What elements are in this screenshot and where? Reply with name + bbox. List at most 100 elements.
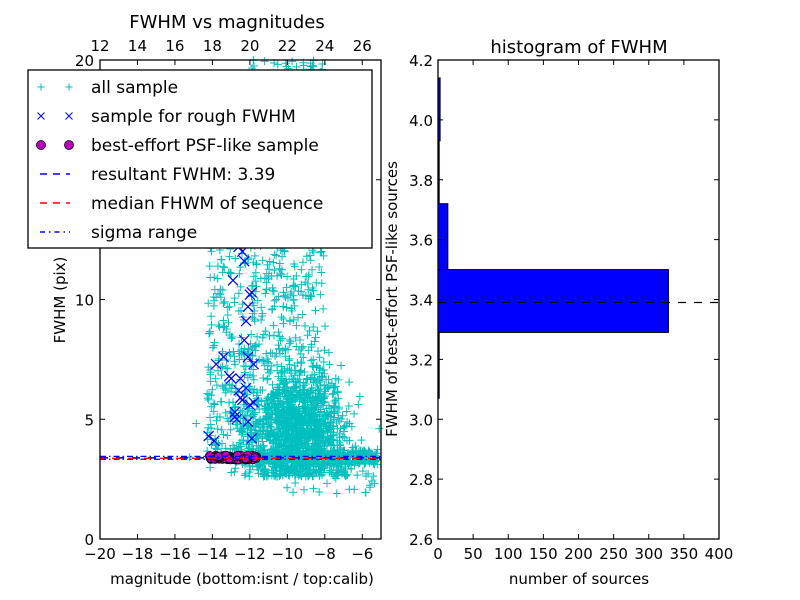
all-sample-point	[316, 429, 325, 438]
all-sample-point	[359, 449, 368, 458]
all-sample-point	[329, 407, 338, 416]
hist-x-tick-label: 0	[433, 545, 443, 563]
x-tick-label: −14	[197, 545, 229, 563]
all-sample-point	[306, 62, 315, 71]
circle-marker-icon	[36, 140, 46, 150]
top-x-tick-label: 20	[240, 37, 259, 55]
all-sample-point	[309, 323, 318, 332]
all-sample-point	[259, 330, 268, 339]
all-sample-point	[255, 430, 264, 439]
all-sample-point	[339, 466, 348, 475]
all-sample-point	[303, 441, 312, 450]
all-sample-point	[278, 334, 287, 343]
all-sample-point	[364, 447, 373, 456]
hist-x-tick-label: 250	[599, 545, 628, 563]
all-sample-point	[258, 333, 267, 342]
legend-entry: sigma range	[40, 223, 197, 243]
all-sample-point	[256, 386, 265, 395]
all-sample-point	[300, 485, 309, 494]
all-sample-point	[330, 472, 339, 481]
all-sample-point	[212, 416, 221, 425]
all-sample-point	[310, 440, 319, 449]
x-marker-icon	[37, 112, 45, 120]
all-sample-point	[344, 401, 353, 410]
all-sample-point	[291, 282, 300, 291]
legend-label: best-effort PSF-like sample	[91, 136, 319, 156]
all-sample-point	[347, 422, 356, 431]
all-sample-point	[263, 429, 272, 438]
all-sample-point	[279, 302, 288, 311]
all-sample-point	[274, 403, 283, 412]
reference-lines	[100, 455, 381, 460]
all-sample-point	[252, 434, 261, 443]
all-sample-point	[219, 384, 228, 393]
rough-sample-point	[225, 373, 237, 384]
hist-y-tick-label: 3.8	[409, 172, 433, 190]
all-sample-point	[317, 247, 326, 256]
all-sample-point	[264, 274, 273, 283]
all-sample-point	[287, 287, 296, 296]
all-sample-point	[302, 390, 311, 399]
all-sample-point	[246, 465, 255, 474]
legend-label: sigma range	[91, 223, 197, 243]
all-sample-point	[304, 432, 313, 441]
all-sample-point	[239, 362, 248, 371]
all-sample-point	[298, 450, 307, 459]
all-sample-point	[357, 436, 366, 445]
all-sample-point	[270, 266, 279, 275]
all-sample-point	[274, 411, 283, 420]
all-sample-point	[289, 488, 298, 497]
all-sample-point	[289, 377, 298, 386]
all-sample-point	[345, 485, 354, 494]
all-sample-point	[345, 378, 354, 387]
top-x-tick-label: 16	[165, 37, 184, 55]
all-sample-point	[283, 394, 292, 403]
all-sample-point	[307, 356, 316, 365]
x-tick-label: −8	[314, 545, 336, 563]
all-sample-point	[211, 374, 220, 383]
all-sample-point	[244, 344, 253, 353]
y-tick-label: 5	[84, 411, 94, 429]
all-sample-point	[300, 321, 309, 330]
all-sample-point	[207, 312, 216, 321]
all-sample-point	[275, 424, 284, 433]
all-sample-point	[283, 483, 292, 492]
all-sample-point	[275, 259, 284, 268]
all-sample-point	[271, 459, 280, 468]
all-sample-point	[329, 389, 338, 398]
hist-y-tick-label: 2.8	[409, 471, 433, 489]
all-sample-point	[227, 468, 236, 477]
all-sample-point	[207, 440, 216, 449]
scatter-ylabel: FWHM (pix)	[51, 257, 69, 344]
all-sample-point	[248, 281, 257, 290]
all-sample-point	[323, 433, 332, 442]
legend-label: all sample	[91, 78, 178, 98]
all-sample-point	[220, 297, 229, 306]
all-sample-point	[310, 427, 319, 436]
all-sample-point	[281, 352, 290, 361]
hist-x-tick-label: 300	[634, 545, 663, 563]
all-sample-point	[336, 440, 345, 449]
all-sample-point	[296, 378, 305, 387]
all-sample-point	[334, 375, 343, 384]
all-sample-point	[333, 408, 342, 417]
all-sample-point	[316, 290, 325, 299]
all-sample-point	[253, 332, 262, 341]
all-sample-point	[278, 388, 287, 397]
all-sample-point	[235, 439, 244, 448]
all-sample-point	[311, 333, 320, 342]
all-sample-point	[305, 326, 314, 335]
all-sample-point	[223, 303, 232, 312]
all-sample-point	[224, 318, 233, 327]
all-sample-point	[329, 428, 338, 437]
all-sample-point	[250, 251, 259, 260]
all-sample-point	[270, 296, 279, 305]
all-sample-point	[314, 386, 323, 395]
all-sample-point	[231, 402, 240, 411]
all-sample-point	[230, 294, 239, 303]
all-sample-point	[279, 398, 288, 407]
all-sample-point	[304, 272, 313, 281]
all-sample-point	[302, 469, 311, 478]
all-sample-point	[318, 398, 327, 407]
all-sample-point	[248, 299, 257, 308]
